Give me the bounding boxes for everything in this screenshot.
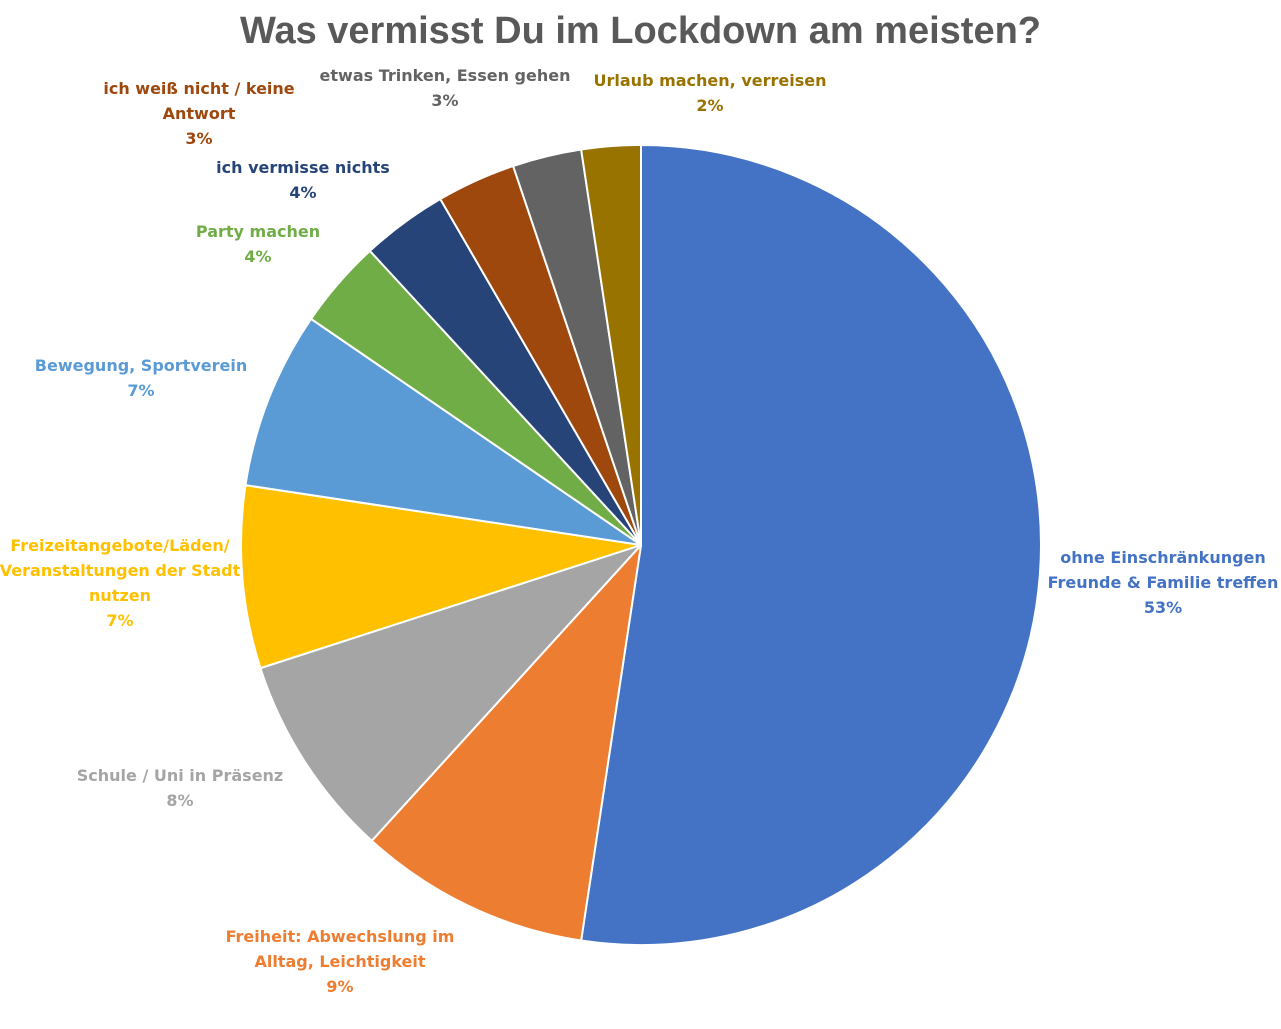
data-label-text: Freizeitangebote/Läden/ [10,536,230,555]
data-label-percent: 53% [1143,597,1183,617]
data-label-text: ich weiß nicht / keine [103,78,295,98]
data-label-nothing: ich vermisse nichts 4% [216,155,390,205]
pie-slice-sports [244,317,642,546]
data-label-leisure-city: Freizeitangebote/Läden/Veranstaltungen d… [0,533,240,633]
chart-title: Was vermisst Du im Lockdown am meisten? [239,10,1042,52]
data-label-text: Party machen [195,222,321,241]
data-label-party: Party machen 4% [196,219,320,269]
data-label-freedom: Freiheit: Abwechslung im Alltag, Leichtig… [226,924,455,999]
data-label-vacation: Urlaub machen, verreisen 2% [594,68,827,118]
data-label-text: Schule / Uni in Präsenz [76,766,284,785]
data-label-text: Veranstaltungen der Stadt [0,561,241,580]
data-label-text: Freiheit: Abwechslung im [225,926,455,946]
data-label-text: Urlaub machen, verreisen [593,71,827,90]
pie-slice-freedom [370,544,642,942]
pie-slice-leisure-city [240,484,642,670]
data-label-percent: 4% [289,183,317,202]
data-label-percent: 7% [127,381,155,400]
data-label-percent: 4% [244,247,272,266]
data-label-text: Bewegung, Sportverein [34,356,248,375]
data-label-percent: 3% [431,91,459,110]
data-label-text: ich vermisse nichts [216,158,390,177]
data-label-percent: 9% [326,976,354,996]
data-label-friends-family: ohne Einschränkungen Freunde & Familie tr… [1048,545,1279,620]
data-label-drinking-eating: etwas Trinken, Essen gehen 3% [320,63,571,113]
pie-slice-friends-family [580,144,1042,946]
data-label-percent: 2% [696,96,724,115]
pie-slice-vacation [580,144,642,546]
pie-slices [240,144,1042,946]
data-label-text: ohne Einschränkungen [1060,547,1266,567]
data-label-sports: Bewegung, Sportverein 7% [35,353,247,403]
data-label-text: nutzen [89,586,151,605]
data-label-school-uni: Schule / Uni in Präsenz 8% [77,763,283,813]
data-label-text: Alltag, Leichtigkeit [254,951,426,971]
data-label-dont-know: ich weiß nicht / keine Antwort 3% [103,76,294,151]
data-label-percent: 8% [166,791,194,810]
data-label-percent: 7% [106,611,134,630]
pie-slice-school-uni [259,544,642,842]
data-label-text: Antwort [162,103,236,123]
data-label-percent: 3% [185,128,213,148]
data-label-text: etwas Trinken, Essen gehen [319,66,571,85]
data-label-text: Freunde & Familie treffen [1047,572,1279,592]
